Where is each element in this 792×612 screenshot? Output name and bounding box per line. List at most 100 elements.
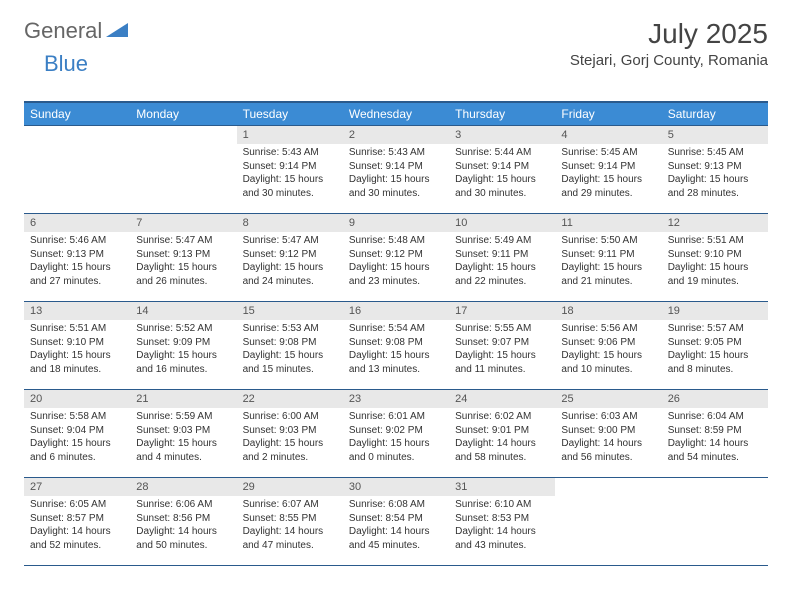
calendar-table: Sunday Monday Tuesday Wednesday Thursday…	[24, 101, 768, 566]
daylight-line: Daylight: 15 hours and 24 minutes.	[243, 262, 324, 287]
calendar-cell: 2Sunrise: 5:43 AMSunset: 9:14 PMDaylight…	[343, 126, 449, 214]
day-number: 9	[343, 214, 449, 232]
day-number: 11	[555, 214, 661, 232]
sunrise-line: Sunrise: 5:43 AM	[243, 147, 319, 158]
calendar-cell: 11Sunrise: 5:50 AMSunset: 9:11 PMDayligh…	[555, 214, 661, 302]
calendar-cell: 21Sunrise: 5:59 AMSunset: 9:03 PMDayligh…	[130, 390, 236, 478]
weekday-header: Wednesday	[343, 102, 449, 126]
weekday-header: Sunday	[24, 102, 130, 126]
calendar-cell: 4Sunrise: 5:45 AMSunset: 9:14 PMDaylight…	[555, 126, 661, 214]
calendar-cell: 30Sunrise: 6:08 AMSunset: 8:54 PMDayligh…	[343, 478, 449, 566]
weekday-header: Friday	[555, 102, 661, 126]
calendar-cell: 13Sunrise: 5:51 AMSunset: 9:10 PMDayligh…	[24, 302, 130, 390]
sunset-line: Sunset: 8:56 PM	[136, 513, 210, 524]
day-data: Sunrise: 5:50 AMSunset: 9:11 PMDaylight:…	[555, 232, 661, 294]
day-number: 19	[662, 302, 768, 320]
day-number: 26	[662, 390, 768, 408]
sunset-line: Sunset: 8:59 PM	[668, 425, 742, 436]
daylight-line: Daylight: 14 hours and 47 minutes.	[243, 526, 324, 551]
day-number: 22	[237, 390, 343, 408]
day-number: 14	[130, 302, 236, 320]
daylight-line: Daylight: 15 hours and 30 minutes.	[455, 174, 536, 199]
day-number: 4	[555, 126, 661, 144]
day-data: Sunrise: 5:46 AMSunset: 9:13 PMDaylight:…	[24, 232, 130, 294]
day-number: 6	[24, 214, 130, 232]
calendar-cell: 17Sunrise: 5:55 AMSunset: 9:07 PMDayligh…	[449, 302, 555, 390]
sunset-line: Sunset: 9:14 PM	[561, 161, 635, 172]
daylight-line: Daylight: 15 hours and 23 minutes.	[349, 262, 430, 287]
calendar-cell	[130, 126, 236, 214]
day-number: 25	[555, 390, 661, 408]
day-number: 29	[237, 478, 343, 496]
weekday-header-row: Sunday Monday Tuesday Wednesday Thursday…	[24, 102, 768, 126]
calendar-cell: 25Sunrise: 6:03 AMSunset: 9:00 PMDayligh…	[555, 390, 661, 478]
day-number: 20	[24, 390, 130, 408]
calendar-cell: 22Sunrise: 6:00 AMSunset: 9:03 PMDayligh…	[237, 390, 343, 478]
day-number: 10	[449, 214, 555, 232]
calendar-cell: 18Sunrise: 5:56 AMSunset: 9:06 PMDayligh…	[555, 302, 661, 390]
calendar-cell: 8Sunrise: 5:47 AMSunset: 9:12 PMDaylight…	[237, 214, 343, 302]
sunset-line: Sunset: 8:53 PM	[455, 513, 529, 524]
sunrise-line: Sunrise: 6:04 AM	[668, 411, 744, 422]
daylight-line: Daylight: 15 hours and 30 minutes.	[243, 174, 324, 199]
day-data: Sunrise: 5:58 AMSunset: 9:04 PMDaylight:…	[24, 408, 130, 470]
sunset-line: Sunset: 9:01 PM	[455, 425, 529, 436]
day-data: Sunrise: 5:44 AMSunset: 9:14 PMDaylight:…	[449, 144, 555, 206]
daylight-line: Daylight: 15 hours and 18 minutes.	[30, 350, 111, 375]
daylight-line: Daylight: 15 hours and 27 minutes.	[30, 262, 111, 287]
sunset-line: Sunset: 9:12 PM	[243, 249, 317, 260]
daylight-line: Daylight: 14 hours and 54 minutes.	[668, 438, 749, 463]
day-number: 30	[343, 478, 449, 496]
day-number: 17	[449, 302, 555, 320]
calendar-cell	[662, 478, 768, 566]
daylight-line: Daylight: 15 hours and 2 minutes.	[243, 438, 324, 463]
sunrise-line: Sunrise: 5:47 AM	[243, 235, 319, 246]
day-number: 7	[130, 214, 236, 232]
day-number: 27	[24, 478, 130, 496]
daylight-line: Daylight: 15 hours and 6 minutes.	[30, 438, 111, 463]
day-number: 16	[343, 302, 449, 320]
day-data: Sunrise: 6:05 AMSunset: 8:57 PMDaylight:…	[24, 496, 130, 558]
sunset-line: Sunset: 9:04 PM	[30, 425, 104, 436]
brand-part1: General	[24, 18, 102, 44]
day-number: 23	[343, 390, 449, 408]
day-data: Sunrise: 6:08 AMSunset: 8:54 PMDaylight:…	[343, 496, 449, 558]
sunrise-line: Sunrise: 5:52 AM	[136, 323, 212, 334]
daylight-line: Daylight: 14 hours and 50 minutes.	[136, 526, 217, 551]
day-data: Sunrise: 5:47 AM Sunset: 9:12 PM Daylight:…	[237, 232, 343, 294]
brand-part2: Blue	[44, 51, 88, 76]
calendar-cell: 6Sunrise: 5:46 AMSunset: 9:13 PMDaylight…	[24, 214, 130, 302]
day-number: 13	[24, 302, 130, 320]
calendar-cell	[555, 478, 661, 566]
day-number: 3	[449, 126, 555, 144]
day-data: Sunrise: 5:49 AMSunset: 9:11 PMDaylight:…	[449, 232, 555, 294]
day-data: Sunrise: 6:01 AMSunset: 9:02 PMDaylight:…	[343, 408, 449, 470]
daylight-line: Daylight: 15 hours and 28 minutes.	[668, 174, 749, 199]
daylight-line: Daylight: 15 hours and 8 minutes.	[668, 350, 749, 375]
sunset-line: Sunset: 9:06 PM	[561, 337, 635, 348]
sunset-line: Sunset: 9:09 PM	[136, 337, 210, 348]
day-data: Sunrise: 5:57 AMSunset: 9:05 PMDaylight:…	[662, 320, 768, 382]
sunrise-line: Sunrise: 5:44 AM	[455, 147, 531, 158]
calendar-cell: 7Sunrise: 5:47 AMSunset: 9:13 PMDaylight…	[130, 214, 236, 302]
sunrise-line: Sunrise: 5:56 AM	[561, 323, 637, 334]
sunrise-line: Sunrise: 5:47 AM	[136, 235, 212, 246]
sunset-line: Sunset: 9:08 PM	[243, 337, 317, 348]
sunrise-line: Sunrise: 5:59 AM	[136, 411, 212, 422]
day-data: Sunrise: 5:47 AMSunset: 9:13 PMDaylight:…	[130, 232, 236, 294]
day-number: 24	[449, 390, 555, 408]
sunrise-line: Sunrise: 5:54 AM	[349, 323, 425, 334]
brand-logo: General	[24, 18, 130, 44]
sunrise-line: Sunrise: 5:48 AM	[349, 235, 425, 246]
daylight-line: Daylight: 14 hours and 58 minutes.	[455, 438, 536, 463]
daylight-line: Daylight: 14 hours and 43 minutes.	[455, 526, 536, 551]
sunset-line: Sunset: 9:02 PM	[349, 425, 423, 436]
day-data: Sunrise: 6:10 AMSunset: 8:53 PMDaylight:…	[449, 496, 555, 558]
calendar-cell: 5Sunrise: 5:45 AMSunset: 9:13 PMDaylight…	[662, 126, 768, 214]
calendar-cell: 23Sunrise: 6:01 AMSunset: 9:02 PMDayligh…	[343, 390, 449, 478]
daylight-line: Daylight: 15 hours and 21 minutes.	[561, 262, 642, 287]
day-data: Sunrise: 6:04 AM Sunset: 8:59 PM Daylight:…	[662, 408, 768, 470]
sunrise-line: Sunrise: 6:07 AM	[243, 499, 319, 510]
sunset-line: Sunset: 9:11 PM	[561, 249, 634, 260]
calendar-cell: 9Sunrise: 5:48 AMSunset: 9:12 PMDaylight…	[343, 214, 449, 302]
